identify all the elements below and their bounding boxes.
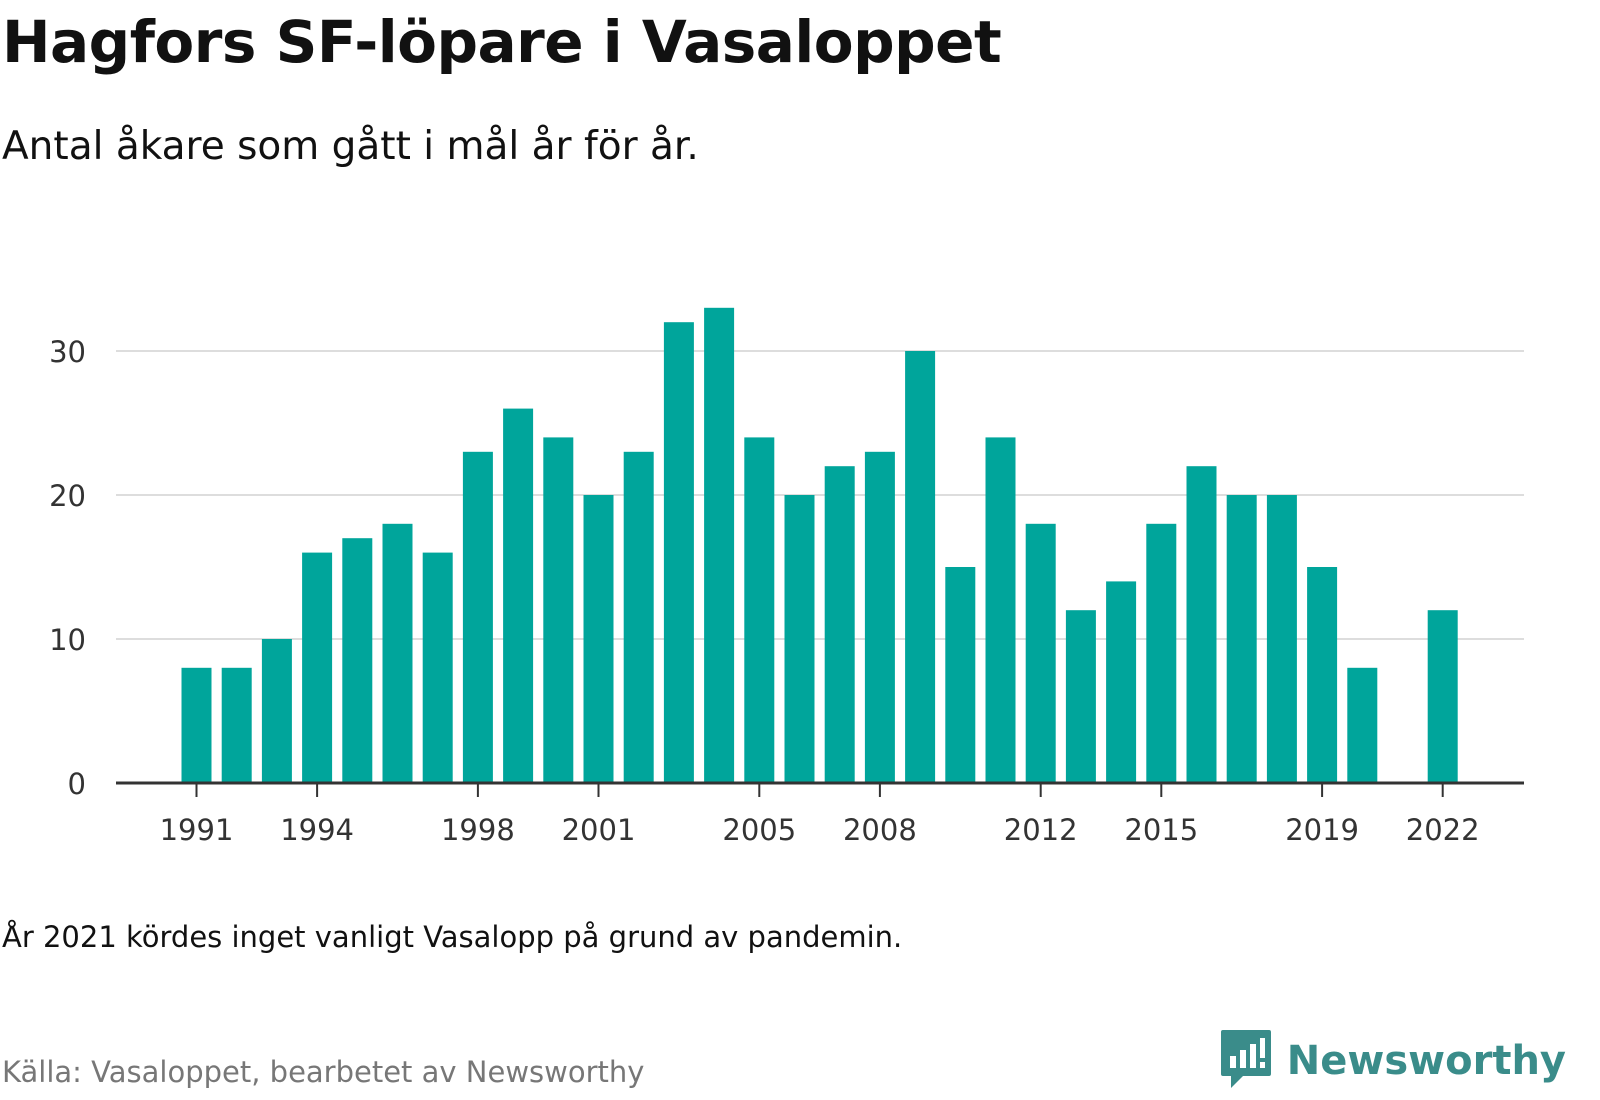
bar-2016 [1186, 466, 1217, 783]
bar-1994 [302, 552, 333, 783]
x-tick-label: 1994 [280, 813, 354, 847]
x-tick-label: 2005 [722, 813, 796, 847]
bar-2015 [1146, 523, 1177, 783]
bar-1998 [462, 451, 493, 783]
bar-2005 [744, 437, 775, 783]
bar-2000 [543, 437, 574, 783]
source-credit: Källa: Vasaloppet, bearbetet av Newswort… [2, 1055, 645, 1089]
brand-name: Newsworthy [1286, 1038, 1566, 1084]
x-tick-label: 2012 [1004, 813, 1078, 847]
bar-2002 [623, 451, 654, 783]
bar-2013 [1065, 610, 1096, 783]
newsworthy-logo-icon [1220, 1030, 1271, 1092]
bar-2020 [1347, 667, 1378, 783]
bar-2012 [1025, 523, 1056, 783]
axes: 0 10 20 30 1991 1994 1998 2001 2005 2008 2012 2015 2… [49, 335, 1524, 847]
y-tick-label: 10 [49, 623, 86, 657]
bar-1992 [221, 667, 252, 783]
bar-2011 [985, 437, 1016, 783]
bar-2003 [663, 322, 694, 783]
bar-2001 [583, 495, 614, 783]
bar-2019 [1307, 567, 1338, 783]
bar-2010 [945, 567, 976, 783]
x-tick-label: 2015 [1124, 813, 1198, 847]
bar-chart: 0 10 20 30 1991 1994 1998 2001 2005 2008 2012 2015 2… [49, 307, 1524, 847]
x-tick-label: 1998 [441, 813, 515, 847]
bar-1993 [261, 639, 292, 783]
bar-1991 [181, 667, 212, 783]
bar-2017 [1226, 495, 1257, 783]
bar-2007 [824, 466, 855, 783]
bar-2004 [704, 307, 735, 783]
x-tick-label: 2001 [562, 813, 636, 847]
x-tick-label: 2019 [1285, 813, 1359, 847]
x-tick-label: 2022 [1406, 813, 1480, 847]
x-tick-label: 2008 [843, 813, 917, 847]
chart-subtitle: Antal åkare som gått i mål år för år. [2, 124, 699, 169]
bars [181, 307, 1458, 783]
y-tick-label: 0 [68, 767, 86, 801]
y-tick-label: 30 [49, 335, 86, 369]
bar-1995 [342, 538, 373, 783]
brand-logo: Newsworthy [1220, 1030, 1566, 1092]
x-tick-label: 1991 [160, 813, 234, 847]
bar-2014 [1106, 581, 1137, 783]
bar-2006 [784, 495, 815, 783]
bar-1996 [382, 523, 413, 783]
bar-1997 [422, 552, 453, 783]
chart-title: Hagfors SF-löpare i Vasaloppet [2, 8, 1002, 76]
bar-1999 [503, 408, 534, 783]
y-tick-label: 20 [49, 479, 86, 513]
bar-2009 [905, 351, 936, 783]
bar-2022 [1427, 610, 1458, 783]
chart-note: År 2021 kördes inget vanligt Vasalopp på… [2, 920, 903, 954]
bar-2018 [1266, 495, 1297, 783]
bar-2008 [864, 451, 895, 783]
